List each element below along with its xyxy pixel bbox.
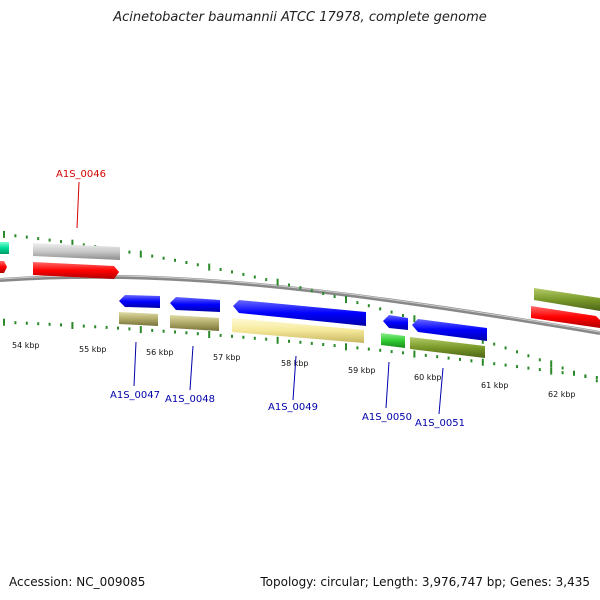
gene-label-a1s-0050[interactable]: A1S_0050: [362, 412, 412, 423]
scale-label-61-kbp: 61 kbp: [481, 381, 509, 390]
gene-label-a1s-0051[interactable]: A1S_0051: [415, 418, 465, 429]
khaki-feature-a1s-0047[interactable]: [119, 312, 158, 326]
scale-label-57-kbp: 57 kbp: [213, 353, 241, 362]
leader-a1s-0051: [438, 367, 444, 415]
topology-summary: Topology: circular; Length: 3,976,747 bp…: [260, 575, 590, 589]
yellow-feature-a1s-0049[interactable]: [232, 318, 364, 343]
blue-cds-arrow-a1s-0050[interactable]: [383, 315, 408, 330]
blue-cds-arrow-a1s-0048[interactable]: [170, 297, 220, 312]
olive-feature-a1s-0051[interactable]: [410, 337, 485, 358]
red-cds-arrow-left[interactable]: [0, 261, 7, 273]
gene-label-a1s-0048[interactable]: A1S_0048: [165, 394, 215, 405]
grey-feature-a1s-0046[interactable]: [33, 243, 120, 260]
blue-cds-arrow-a1s-0051[interactable]: [412, 319, 487, 341]
leader-a1s-0047: [133, 341, 137, 387]
map-title: Acinetobacter baumannii ATCC 17978, comp…: [113, 10, 487, 25]
gene-labels: A1S_0046 A1S_0047 A1S_0048 A1S_0049 A1S_…: [56, 169, 465, 429]
scale-label-60-kbp: 60 kbp: [414, 373, 442, 382]
inner-tick-ring: [3, 318, 598, 379]
gene-label-leaders: [76, 181, 444, 415]
teal-cds-arrow[interactable]: [0, 242, 9, 254]
genome-backbone: [0, 274, 600, 335]
scale-label-54-kbp: 54 kbp: [12, 341, 40, 350]
scale-label-58-kbp: 58 kbp: [281, 359, 309, 368]
scale-label-59-kbp: 59 kbp: [348, 366, 376, 375]
leader-a1s-0048: [189, 345, 194, 391]
scale-label-62-kbp: 62 kbp: [548, 390, 576, 399]
blue-cds-arrow-a1s-0049[interactable]: [233, 300, 366, 326]
leader-a1s-0050: [385, 361, 390, 409]
gene-label-a1s-0047[interactable]: A1S_0047: [110, 390, 160, 401]
red-cds-arrow-a1s-0046[interactable]: [33, 262, 119, 279]
reverse-strand-features: [119, 295, 487, 358]
green-feature-a1s-0050[interactable]: [381, 333, 405, 348]
blue-cds-arrow-a1s-0047[interactable]: [119, 295, 160, 308]
khaki-feature-a1s-0048[interactable]: [170, 315, 219, 331]
red-cds-arrow-right[interactable]: [531, 306, 600, 328]
olive-feature-right[interactable]: [534, 288, 600, 311]
genome-backbone-highlight: [0, 275, 600, 333]
scale-label-55-kbp: 55 kbp: [79, 345, 107, 354]
gene-label-a1s-0049[interactable]: A1S_0049: [268, 402, 318, 413]
forward-strand-features: [0, 242, 600, 328]
scale-label-56-kbp: 56 kbp: [146, 348, 174, 357]
accession-text: Accession: NC_009085: [9, 575, 146, 589]
leader-a1s-0046: [76, 181, 80, 229]
leader-a1s-0049: [292, 355, 297, 401]
scale-labels: 54 kbp 55 kbp 56 kbp 57 kbp 58 kbp 59 kbp 60 k…: [12, 341, 576, 399]
gene-label-a1s-0046[interactable]: A1S_0046: [56, 169, 106, 180]
